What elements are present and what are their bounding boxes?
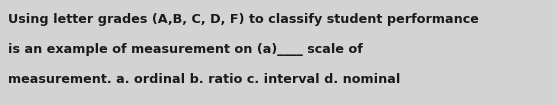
Text: Using letter grades (A,B, C, D, F) to classify student performance: Using letter grades (A,B, C, D, F) to cl… [8, 13, 479, 26]
Text: measurement. a. ordinal b. ratio c. interval d. nominal: measurement. a. ordinal b. ratio c. inte… [8, 74, 401, 87]
Text: is an example of measurement on (a)____ scale of: is an example of measurement on (a)____ … [8, 43, 363, 56]
